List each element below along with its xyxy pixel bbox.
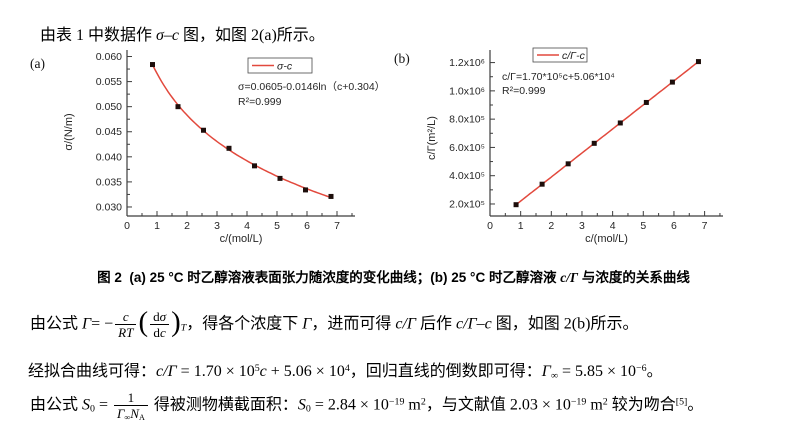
svg-text:c/Γ=1.70*10⁵c+5.06*10⁴: c/Γ=1.70*10⁵c+5.06*10⁴ [502,71,615,83]
svg-text:0: 0 [487,220,493,232]
intro-paragraph: 由表 1 中数据作 σ–c 图，如图 2(a)所示。 [40,27,325,44]
svg-text:1.0x10⁶: 1.0x10⁶ [449,85,485,97]
paragraph-fit-result: 经拟合曲线可得：c/Γ = 1.70 × 105c + 5.06 × 104，回… [28,363,663,382]
svg-text:1.2x10⁶: 1.2x10⁶ [449,57,485,69]
svg-text:(b): (b) [394,51,410,66]
svg-text:0.060: 0.060 [96,51,122,63]
svg-text:5: 5 [274,220,280,232]
svg-text:6: 6 [304,220,310,232]
svg-text:1: 1 [154,220,160,232]
svg-text:σ/(N/m): σ/(N/m) [63,113,75,150]
svg-text:c/(mol/L): c/(mol/L) [220,233,263,245]
svg-text:0.030: 0.030 [96,201,122,213]
svg-text:4.0x10⁵: 4.0x10⁵ [449,170,485,182]
svg-text:2.0x10⁵: 2.0x10⁵ [449,198,485,210]
svg-text:7: 7 [334,220,340,232]
svg-text:2: 2 [184,220,190,232]
svg-text:0.055: 0.055 [96,76,122,88]
svg-text:c/Γ-c: c/Γ-c [562,50,586,62]
svg-text:5: 5 [640,220,646,232]
svg-text:1: 1 [518,220,524,232]
svg-text:6: 6 [671,220,677,232]
svg-text:4: 4 [244,220,250,232]
svg-text:3: 3 [214,220,220,232]
svg-text:0.040: 0.040 [96,151,122,163]
svg-text:0.035: 0.035 [96,176,122,188]
svg-text:c/Γ(m²/L): c/Γ(m²/L) [426,116,438,160]
svg-text:σ-c: σ-c [277,60,293,72]
chart-a-surface-tension-vs-concentration: 0 1 2 3 4 5 6 7 0.030 0.035 0.040 0.045 0.050 0.055 0.… [30,50,385,245]
svg-text:7: 7 [702,220,708,232]
svg-text:8.0x10⁵: 8.0x10⁵ [449,114,485,126]
svg-text:(a): (a) [30,56,45,71]
svg-text:6.0x10⁵: 6.0x10⁵ [449,142,485,154]
chart-b-c-over-gamma-vs-concentration: 0 1 2 3 4 5 6 7 2.0x10⁵ 4.0x10⁵ 6.0x10⁵ 8.0x10⁵ 1.0x… [394,47,723,245]
figure-caption: 图 2 (a) 25 °C 时乙醇溶液表面张力随浓度的变化曲线；(b) 25 °… [97,269,690,285]
svg-text:0.050: 0.050 [96,101,122,113]
svg-text:4: 4 [610,220,616,232]
svg-text:c/(mol/L): c/(mol/L) [585,233,628,245]
paragraph-cross-section-area: 由公式 S0 = 1 Γ∞NA 得被测物横截面积：S0 = 2.84 × 10−1… [30,390,704,423]
svg-text:R²=0.999: R²=0.999 [502,85,546,97]
svg-text:2: 2 [548,220,554,232]
svg-text:3: 3 [579,220,585,232]
paragraph-gibbs-formula: 由公式 Γ= − c RT(dσ dc)T，得各个浓度下 Γ，进而可得 c/Γ 后作 … [30,306,639,341]
svg-text:0.045: 0.045 [96,126,122,138]
svg-text:R²=0.999: R²=0.999 [238,96,282,108]
svg-text:σ=0.0605-0.0146ln（c+0.304）: σ=0.0605-0.0146ln（c+0.304） [238,81,385,93]
svg-text:0: 0 [124,220,130,232]
